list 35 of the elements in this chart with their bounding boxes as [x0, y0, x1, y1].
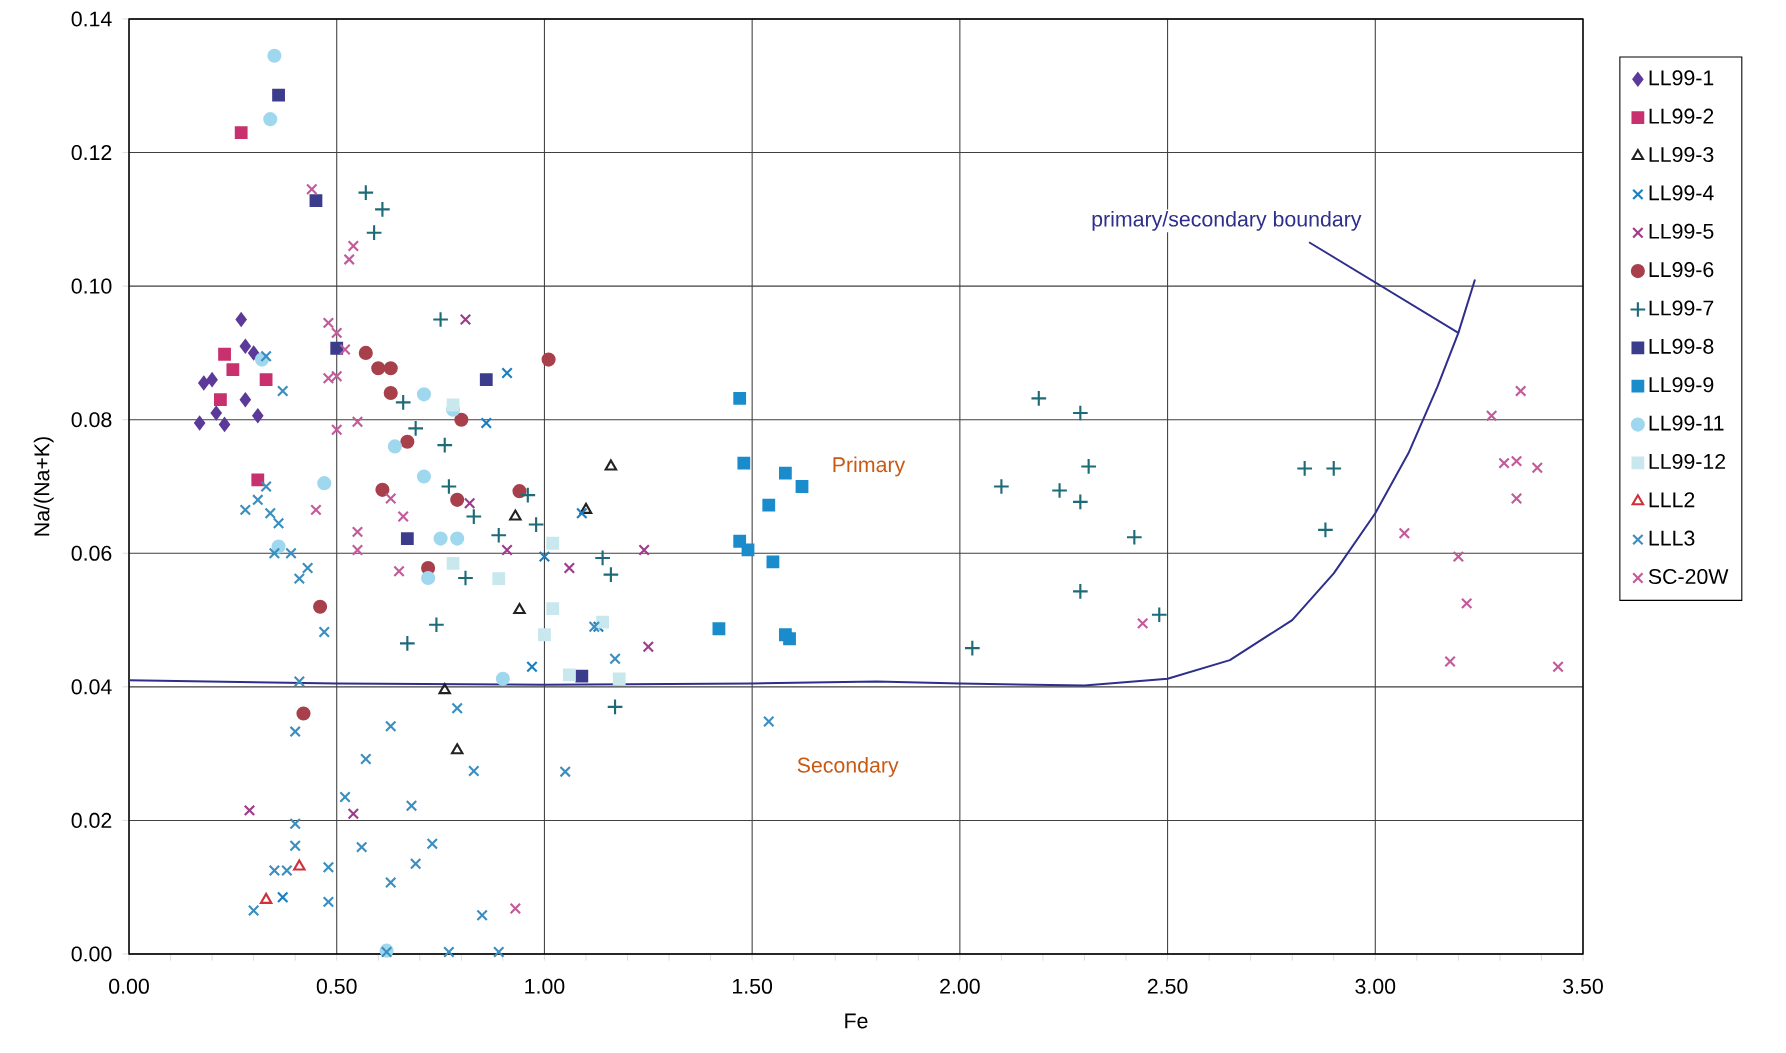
annotation: primary/secondary boundary: [1092, 210, 1362, 231]
y-axis-title: Na/(Na+K): [33, 437, 54, 536]
legend-label: LL99-6: [1649, 262, 1714, 278]
legend-label: LL99-12: [1649, 453, 1726, 469]
y-tick-label: 0.14: [71, 11, 112, 27]
x-tick-label: 3.00: [1355, 978, 1396, 994]
legend-label: LL99-3: [1649, 146, 1714, 163]
x-tick-label: 1.50: [733, 978, 773, 994]
legend-label: LL99-7: [1649, 300, 1714, 316]
x-tick-label: 2.00: [940, 978, 980, 994]
x-axis-title: Fe: [845, 1013, 868, 1029]
legend-label: LL99-5: [1649, 223, 1714, 239]
y-tick-label: 0.06: [71, 545, 112, 561]
y-tick-label: 0.02: [71, 812, 112, 828]
annotation: Primary: [833, 456, 906, 477]
x-tick-label: 1.00: [525, 978, 565, 994]
legend-label: SC-20W: [1648, 568, 1729, 585]
legend-label: LLL3: [1649, 530, 1695, 546]
y-tick-label: 0.04: [71, 679, 112, 695]
y-tick-label: 0.12: [71, 145, 112, 161]
legend-label: LL99-1: [1649, 70, 1714, 86]
legend-label: LL99-9: [1649, 377, 1714, 393]
y-tick-label: 0.00: [71, 946, 112, 962]
legend-label: LL99-2: [1649, 108, 1714, 124]
x-tick-label: 0.50: [316, 978, 357, 994]
y-tick-label: 0.08: [71, 412, 112, 428]
x-tick-label: 0.00: [109, 978, 149, 994]
legend-label: LLL2: [1649, 492, 1695, 508]
annotation: Secondary: [797, 757, 899, 777]
x-tick-label: 3.50: [1563, 978, 1603, 994]
y-tick-label: 0.10: [71, 278, 112, 294]
legend-label: LL99-8: [1649, 338, 1714, 354]
legend-label: LL99-11: [1649, 415, 1724, 431]
x-tick-label: 2.50: [1147, 978, 1188, 994]
legend-label: LL99-4: [1649, 185, 1714, 201]
